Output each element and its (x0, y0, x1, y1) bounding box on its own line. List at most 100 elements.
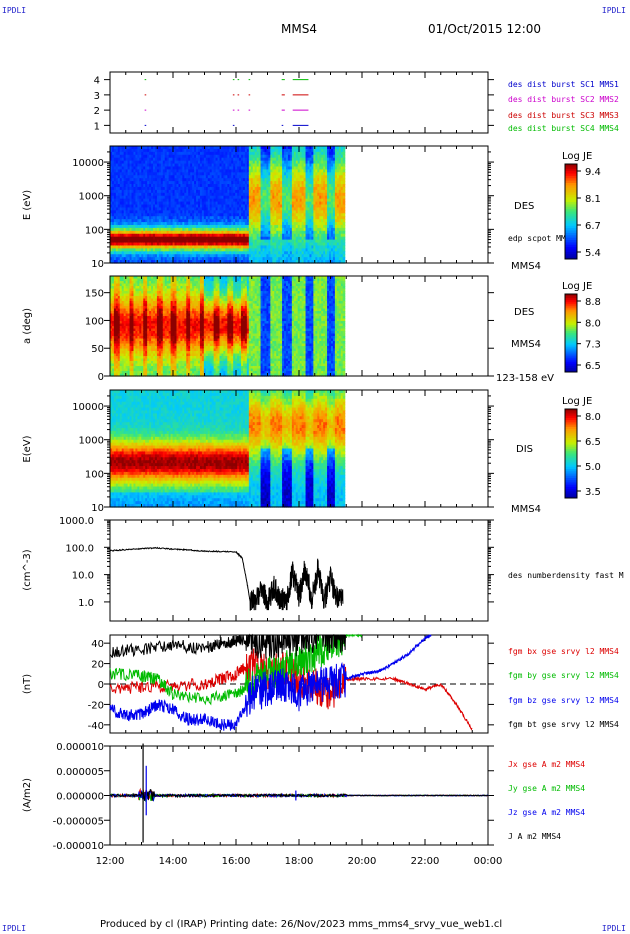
heatmap-cell (215, 192, 219, 197)
heatmap-cell (309, 230, 313, 235)
heatmap-cell (248, 172, 252, 176)
heatmap-cell (125, 192, 129, 197)
heatmap-cell (131, 169, 135, 173)
heatmap-cell (242, 245, 246, 249)
heatmap-cell (252, 254, 256, 258)
heatmap-cell (262, 233, 266, 238)
heatmap-cell (209, 248, 213, 252)
heatmap-cell (250, 227, 254, 232)
heatmap-cell (319, 192, 322, 197)
heatmap-cell (321, 154, 324, 159)
heatmap-cell (241, 254, 244, 258)
heatmap-cell (151, 178, 154, 182)
heatmap-cell (239, 175, 242, 179)
heatmap-cell (166, 201, 170, 206)
heatmap-cell (274, 160, 277, 165)
heatmap-cell (260, 216, 264, 220)
heatmap-cell (287, 245, 291, 249)
heatmap-cell (311, 166, 314, 170)
heatmap-cell (340, 230, 344, 235)
heatmap-cell (289, 160, 293, 165)
heatmap-cell (158, 186, 162, 191)
heatmap-cell (338, 251, 342, 255)
heatmap-cell (291, 219, 295, 223)
heatmap-cell (270, 195, 273, 200)
heatmap-cell (166, 192, 170, 197)
heatmap-cell (256, 172, 260, 176)
heatmap-cell (293, 216, 297, 220)
heatmap-cell (131, 219, 135, 223)
heatmap-cell (268, 251, 271, 255)
heatmap-cell (248, 219, 252, 223)
heatmap-cell (221, 257, 225, 261)
heatmap-cell (321, 169, 324, 173)
heatmap-cell (336, 148, 340, 153)
heatmap-cell (237, 146, 240, 150)
heatmap-cell (315, 204, 318, 209)
heatmap-cell (125, 251, 129, 255)
heatmap-cell (248, 178, 252, 182)
heatmap-cell (141, 175, 144, 179)
heatmap-cell (215, 166, 219, 170)
heatmap-cell (299, 169, 303, 173)
heatmap-cell (311, 163, 314, 168)
heatmap-cell (213, 195, 217, 200)
heatmap-cell (329, 204, 332, 209)
heatmap-cell (231, 151, 234, 156)
heatmap-cell (135, 230, 138, 235)
heatmap-cell (125, 172, 129, 176)
heatmap-cell (176, 222, 180, 226)
heatmap-cell (287, 230, 291, 235)
heatmap-cell (113, 160, 117, 165)
heatmap-cell (231, 245, 234, 249)
heatmap-cell (338, 224, 342, 229)
heatmap-cell (127, 146, 131, 150)
heatmap-cell (286, 239, 289, 244)
heatmap-cell (111, 222, 115, 226)
heatmap-cell (219, 186, 223, 191)
heatmap-cell (289, 251, 293, 255)
heatmap-cell (254, 178, 258, 182)
heatmap-cell (145, 181, 148, 185)
heatmap-cell (319, 160, 322, 165)
heatmap-cell (156, 178, 160, 182)
heatmap-cell (137, 222, 140, 226)
heatmap-cell (156, 216, 160, 220)
heatmap-cell (241, 210, 244, 214)
heatmap-cell (111, 172, 115, 176)
heatmap-cell (205, 154, 209, 159)
heatmap-cell (274, 146, 277, 150)
heatmap-cell (164, 154, 168, 159)
heatmap-cell (201, 254, 205, 258)
heatmap-cell (334, 189, 338, 194)
heatmap-cell (248, 181, 252, 185)
heatmap-cell (172, 213, 176, 217)
heatmap-cell (268, 184, 271, 188)
heatmap-cell (250, 222, 254, 226)
heatmap-cell (203, 181, 207, 185)
heatmap-cell (305, 222, 309, 226)
heatmap-cell (176, 178, 180, 182)
heatmap-cell (168, 172, 172, 176)
heatmap-cell (250, 239, 254, 244)
heatmap-cell (139, 148, 142, 153)
heatmap-cell (153, 178, 156, 182)
heatmap-cell (254, 186, 258, 191)
heatmap-cell (229, 210, 232, 214)
heatmap-cell (262, 210, 266, 214)
heatmap-cell (284, 248, 287, 252)
heatmap-cell (153, 216, 156, 220)
heatmap-cell (231, 184, 234, 188)
heatmap-cell (319, 239, 322, 244)
heatmap-cell (123, 210, 127, 214)
heatmap-cell (262, 230, 266, 235)
heatmap-cell (227, 210, 230, 214)
heatmap-cell (291, 184, 295, 188)
heatmap-cell (287, 160, 291, 165)
heatmap-cell (246, 154, 250, 159)
heatmap-cell (211, 254, 215, 258)
heatmap-cell (227, 201, 230, 206)
heatmap-cell (264, 239, 268, 244)
heatmap-cell (223, 207, 226, 211)
heatmap-cell (205, 151, 209, 156)
